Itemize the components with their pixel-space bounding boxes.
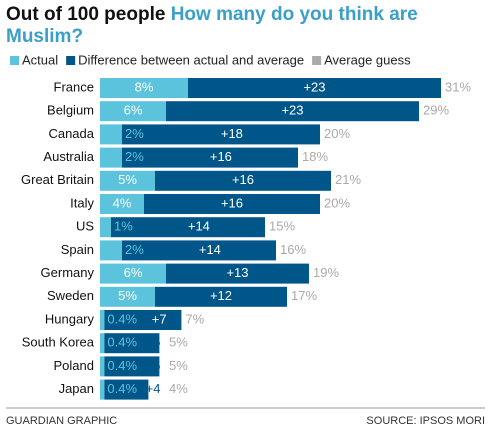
bar-actual — [100, 240, 122, 261]
actual-label: 6% — [124, 265, 143, 280]
actual-label: 0.4% — [107, 335, 137, 350]
category-label: Japan — [59, 381, 94, 396]
bar-actual — [100, 286, 155, 307]
legend-swatch — [312, 56, 322, 65]
difference-label: +12 — [210, 288, 232, 303]
average-label: 19% — [313, 265, 339, 280]
category-label: Hungary — [45, 311, 95, 326]
bar-difference — [104, 356, 160, 377]
difference-label: +14 — [188, 219, 210, 234]
average-label: 20% — [324, 126, 350, 141]
bar-difference — [104, 310, 182, 330]
bar-actual — [100, 379, 105, 400]
category-label: Poland — [54, 358, 94, 373]
actual-label: 0.4% — [107, 311, 137, 326]
credit: GUARDIAN GRAPHIC — [6, 415, 117, 427]
bar-actual — [100, 194, 144, 214]
difference-label: +16 — [210, 149, 232, 164]
category-label: US — [76, 219, 94, 234]
bar-actual — [100, 217, 111, 238]
bar-difference — [104, 333, 160, 354]
category-label: Sweden — [47, 288, 94, 303]
bar-difference — [188, 78, 441, 98]
bar-difference — [155, 286, 287, 307]
average-label: 20% — [324, 195, 350, 210]
bar-difference — [122, 240, 276, 261]
category-label: France — [54, 79, 94, 94]
legend-swatch — [66, 56, 76, 65]
difference-label: +14 — [199, 242, 221, 257]
difference-label: +23 — [281, 103, 303, 118]
bar-actual — [100, 263, 166, 284]
bar-actual — [100, 78, 188, 98]
legend-label: Difference between actual and average — [78, 52, 304, 67]
actual-label: 5% — [118, 288, 137, 303]
average-label: 15% — [269, 219, 295, 234]
bar-difference — [155, 170, 331, 191]
bar-actual — [100, 356, 105, 377]
difference-label: +5 — [146, 358, 161, 373]
legend-label: Actual — [22, 52, 58, 67]
chart-title: Out of 100 people — [6, 4, 166, 25]
difference-label: +16 — [221, 195, 243, 210]
difference-label: +23 — [303, 79, 325, 94]
difference-label: +7 — [152, 311, 167, 326]
bar-difference — [144, 194, 320, 214]
average-label: 16% — [280, 242, 306, 257]
difference-label: +18 — [221, 126, 243, 141]
average-label: 5% — [169, 335, 188, 350]
category-label: South Korea — [22, 335, 95, 350]
difference-label: +13 — [226, 265, 248, 280]
bar-difference — [122, 147, 298, 168]
category-label: Belgium — [47, 103, 94, 118]
actual-label: 1% — [114, 219, 133, 234]
actual-label: 4% — [113, 195, 132, 210]
average-label: 29% — [423, 103, 449, 118]
difference-label: +16 — [232, 172, 254, 187]
bar-actual — [100, 310, 105, 330]
category-label: Spain — [61, 242, 94, 257]
actual-label: 6% — [124, 103, 143, 118]
bar-actual — [100, 124, 122, 145]
legend-label: Average guess — [324, 52, 411, 67]
category-label: Canada — [48, 126, 94, 141]
difference-label: +5 — [146, 335, 161, 350]
bar-actual — [100, 170, 155, 191]
actual-label: 2% — [125, 126, 144, 141]
average-label: 7% — [185, 311, 204, 326]
actual-label: 2% — [125, 242, 144, 257]
actual-label: 8% — [135, 79, 154, 94]
category-label: Australia — [43, 149, 94, 164]
bar-difference — [122, 124, 320, 145]
difference-label: +4 — [146, 381, 161, 396]
bar-difference — [111, 217, 265, 238]
average-label: 21% — [335, 172, 361, 187]
bar-difference — [166, 101, 419, 122]
bar-difference — [166, 263, 309, 284]
average-label: 31% — [445, 79, 471, 94]
bar-actual — [100, 333, 105, 354]
chart-subtitle: How many do you think are Muslim? — [6, 4, 418, 47]
category-label: Italy — [70, 195, 94, 210]
actual-label: 0.4% — [107, 381, 137, 396]
category-label: Great Britain — [21, 172, 94, 187]
average-label: 5% — [169, 358, 188, 373]
bar-actual — [100, 101, 166, 122]
legend-swatch — [10, 56, 19, 65]
bar-actual — [100, 147, 122, 168]
actual-label: 0.4% — [107, 358, 137, 373]
actual-label: 2% — [125, 149, 144, 164]
category-label: Germany — [41, 265, 95, 280]
actual-label: 5% — [118, 172, 137, 187]
average-label: 17% — [291, 288, 317, 303]
heading: Out of 100 people How many do you think … — [6, 4, 476, 48]
bar-difference — [104, 379, 149, 400]
average-label: 4% — [169, 381, 188, 396]
average-label: 18% — [302, 149, 328, 164]
source: SOURCE: IPSOS MORI — [366, 415, 485, 427]
